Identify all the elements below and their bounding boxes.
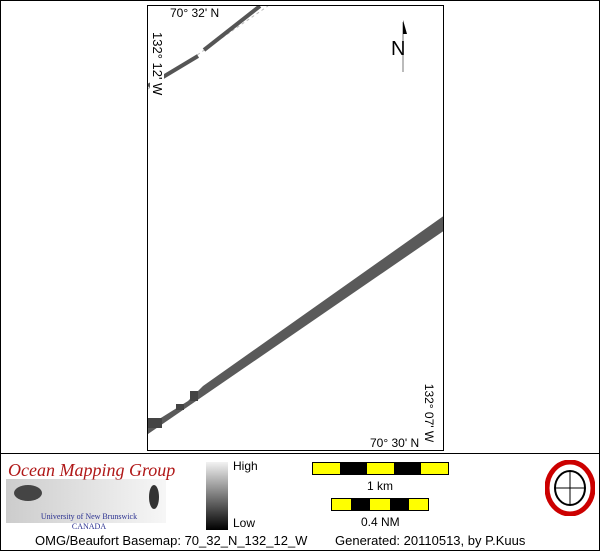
swath-fragment — [176, 404, 184, 410]
swath-upper-b — [202, 6, 262, 52]
swath-fragment — [190, 391, 198, 401]
legend-high: High — [233, 459, 258, 473]
divider — [1, 453, 599, 454]
north-arrow-icon — [403, 20, 407, 34]
omg-logo-title: Ocean Mapping Group — [8, 460, 176, 480]
bottom-latitude-label: 70° 30' N — [370, 436, 420, 450]
swath-lower — [148, 216, 443, 434]
right-longitude-label: 132° 07' W — [422, 383, 437, 443]
swath-fragment — [148, 418, 162, 428]
omg-logo-university: University of New Brunswick CANADA — [39, 512, 139, 532]
scale-nm-label: 0.4 NM — [361, 515, 400, 529]
university-text: University of New Brunswick — [40, 512, 138, 521]
omg-logo-image — [6, 479, 166, 523]
scale-bar-nm — [331, 498, 429, 511]
footer-generated: Generated: 20110513, by P.Kuus — [335, 533, 526, 548]
unb-geodesy-seal-icon — [545, 460, 595, 516]
country-text: CANADA — [71, 522, 107, 531]
top-latitude-label: 70° 32' N — [170, 6, 220, 20]
left-longitude-label: 132° 12' W — [150, 30, 165, 98]
intensity-gradient — [206, 462, 228, 530]
map-frame: N 70° 32' N 132° 12' W 132° 07' W 70° 30… — [147, 5, 444, 451]
footer-basemap: OMG/Beaufort Basemap: 70_32_N_132_12_W — [35, 533, 308, 548]
bathymetry-swaths — [148, 6, 443, 434]
north-label: N — [391, 38, 406, 60]
legend-low: Low — [233, 516, 256, 530]
scale-km-label: 1 km — [367, 479, 394, 493]
scale-bar-km — [312, 462, 449, 475]
